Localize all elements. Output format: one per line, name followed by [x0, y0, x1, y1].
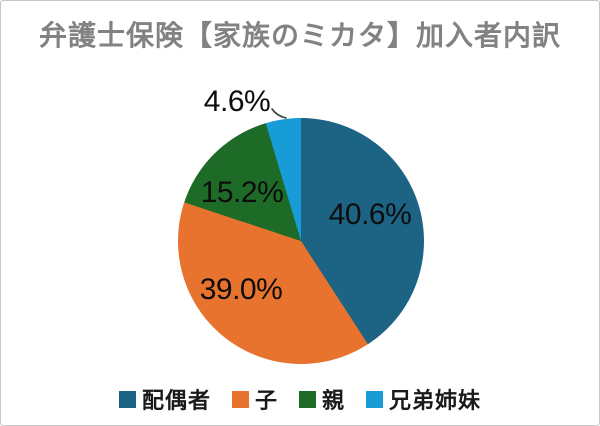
legend-swatch-siblings-icon — [366, 390, 384, 408]
legend-swatch-spouse-icon — [118, 390, 136, 408]
legend-label-child: 子 — [254, 388, 278, 413]
legend-item-child: 子 — [231, 383, 278, 415]
legend-label-spouse: 配偶者 — [141, 388, 211, 413]
pie-chart — [178, 118, 424, 364]
legend-item-siblings: 兄弟姉妹 — [366, 383, 481, 415]
legend-label-siblings: 兄弟姉妹 — [389, 388, 482, 413]
legend-swatch-parent-icon — [299, 390, 316, 408]
legend-label-parent: 親 — [322, 388, 346, 413]
slice-label-child: 39.0% — [199, 273, 283, 306]
legend: 配偶者 子 親 兄弟姉妹 — [1, 383, 599, 415]
slice-label-spouse: 40.6% — [328, 198, 412, 231]
legend-swatch-child-icon — [231, 390, 249, 408]
chart-title: 弁護士保険【家族のミカタ】加入者内訳 — [38, 20, 561, 51]
slice-label-parent: 15.2% — [200, 176, 284, 209]
legend-item-spouse: 配偶者 — [118, 383, 211, 415]
leader-line — [271, 108, 287, 119]
slice-label-siblings: 4.6% — [203, 85, 271, 118]
legend-item-parent: 親 — [299, 383, 345, 415]
